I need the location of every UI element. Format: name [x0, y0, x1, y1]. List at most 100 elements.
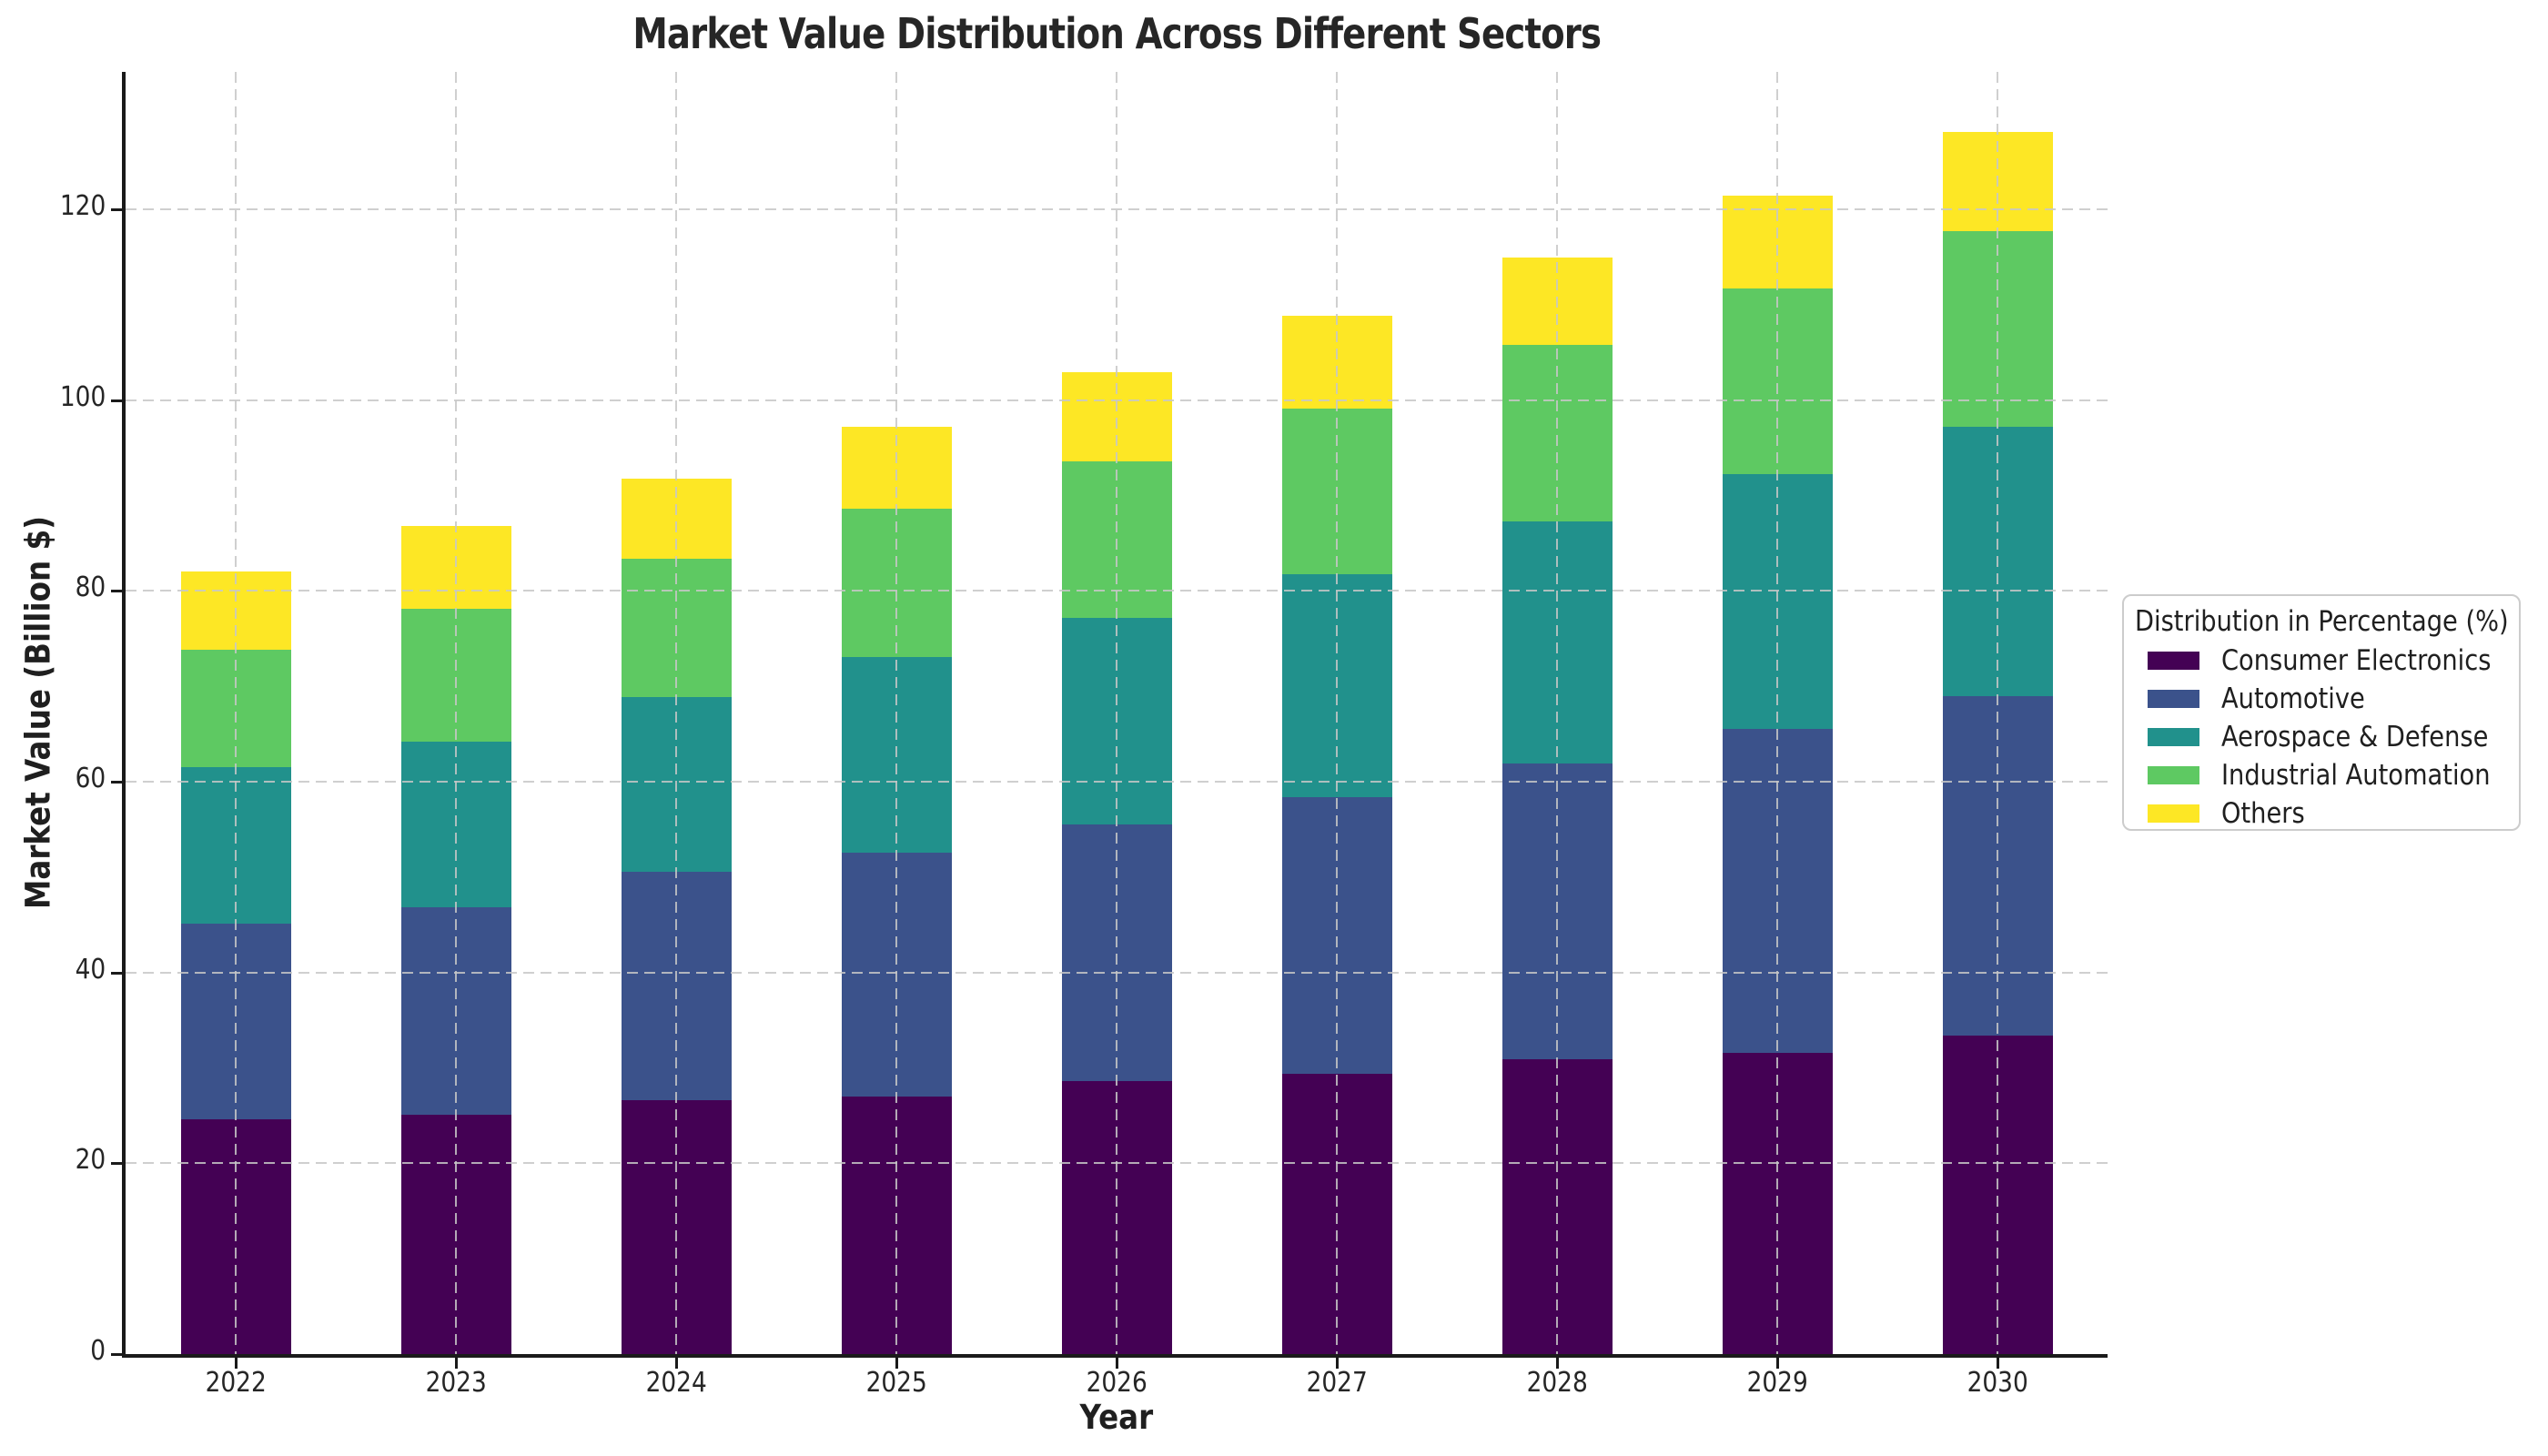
y-tick-text: 0 [90, 1335, 106, 1367]
y-tick-label-0: 0 [0, 1335, 106, 1367]
x-tick-2029 [1776, 1358, 1779, 1369]
x-tick-2027 [1336, 1358, 1339, 1369]
y-tick-60 [111, 780, 122, 784]
x-tick-text: 2029 [1746, 1367, 1808, 1399]
legend-items: Consumer Electronics Automotive Aerospace … [2135, 642, 2510, 833]
legend-item-consumer-electronics: Consumer Electronics [2135, 642, 2510, 680]
y-tick-text: 20 [75, 1144, 106, 1177]
x-tick-2022 [235, 1358, 238, 1369]
x-tick-2024 [675, 1358, 678, 1369]
legend-label-text: Others [2221, 797, 2305, 830]
y-tick-text: 60 [75, 762, 106, 794]
legend-swatch [2148, 728, 2199, 746]
y-tick-20 [111, 1162, 122, 1166]
y-tick-label-80: 80 [0, 571, 106, 603]
bar-segment-2023-aerospace-defense [400, 741, 511, 908]
bar-segment-2026-consumer-electronics [1061, 1081, 1172, 1354]
bar-segment-2027-aerospace-defense [1281, 574, 1392, 797]
legend-label-text: Automotive [2221, 682, 2365, 715]
x-tick-text: 2027 [1306, 1367, 1368, 1399]
bar-segment-2024-others [621, 478, 732, 559]
x-tick-2028 [1556, 1358, 1559, 1369]
y-tick-text: 100 [59, 380, 106, 413]
bar-segment-2028-industrial-automation [1502, 344, 1613, 521]
x-tick-label-2023: 2023 [346, 1367, 566, 1399]
x-tick-label-2025: 2025 [786, 1367, 1006, 1399]
x-tick-label-2022: 2022 [126, 1367, 346, 1399]
bar-segment-2029-industrial-automation [1722, 288, 1833, 475]
legend-label-text: Industrial Automation [2221, 759, 2491, 792]
x-tick-text: 2025 [865, 1367, 927, 1399]
bar-segment-2026-aerospace-defense [1061, 617, 1172, 825]
bar-segment-2029-others [1722, 196, 1833, 288]
bar-segment-2025-others [841, 426, 952, 510]
bar-segment-2029-automotive [1722, 729, 1833, 1053]
bar-segment-2027-consumer-electronics [1281, 1073, 1392, 1354]
bar-segment-2022-others [180, 571, 291, 651]
bar-segment-2025-industrial-automation [841, 509, 952, 657]
x-tick-label-2024: 2024 [566, 1367, 786, 1399]
legend-item-automotive: Automotive [2135, 680, 2510, 718]
bar-segment-2026-others [1061, 372, 1172, 461]
bar-segment-2024-consumer-electronics [621, 1100, 732, 1354]
bar-segment-2030-aerospace-defense [1942, 426, 2053, 696]
bar-segment-2024-automotive [621, 871, 732, 1101]
x-tick-text: 2030 [1967, 1367, 2028, 1399]
bar-segment-2025-consumer-electronics [841, 1096, 952, 1354]
legend-swatch [2148, 652, 2199, 670]
bar-segment-2022-aerospace-defense [180, 767, 291, 925]
bar-segment-2025-aerospace-defense [841, 656, 952, 853]
legend: Distribution in Percentage (%) Consumer … [2122, 594, 2521, 831]
legend-label-text: Consumer Electronics [2221, 644, 2492, 677]
bar-segment-2028-aerospace-defense [1502, 521, 1613, 764]
y-tick-label-120: 120 [0, 190, 106, 222]
legend-swatch [2148, 804, 2199, 823]
y-tick-40 [111, 971, 122, 975]
chart-title: Market Value Distribution Across Differe… [632, 9, 1602, 58]
bar-segment-2022-automotive [180, 924, 291, 1120]
x-tick-text: 2028 [1526, 1367, 1588, 1399]
bar-segment-2022-industrial-automation [180, 650, 291, 768]
x-tick-2025 [895, 1358, 898, 1369]
bar-segment-2027-industrial-automation [1281, 409, 1392, 575]
bar-segment-2028-automotive [1502, 763, 1613, 1060]
y-tick-80 [111, 590, 122, 593]
bar-segment-2026-automotive [1061, 824, 1172, 1082]
bar-segment-2028-consumer-electronics [1502, 1059, 1613, 1354]
bar-segment-2023-consumer-electronics [400, 1114, 511, 1354]
y-tick-text: 40 [75, 953, 106, 986]
x-tick-label-2030: 2030 [1887, 1367, 2108, 1399]
x-tick-text: 2026 [1086, 1367, 1148, 1399]
y-tick-text: 120 [59, 189, 106, 222]
legend-swatch [2148, 690, 2199, 708]
bar-segment-2029-aerospace-defense [1722, 474, 1833, 730]
bar-segment-2024-industrial-automation [621, 558, 732, 697]
legend-label: Aerospace & Defense [2221, 721, 2524, 753]
bar-segment-2024-aerospace-defense [621, 696, 732, 872]
bar-segment-2026-industrial-automation [1061, 460, 1172, 618]
legend-swatch [2148, 766, 2199, 784]
bar-segment-2030-consumer-electronics [1942, 1035, 2053, 1354]
y-tick-100 [111, 399, 122, 402]
bar-segment-2030-others [1942, 132, 2053, 232]
x-tick-2023 [455, 1358, 458, 1369]
bar-segment-2022-consumer-electronics [180, 1119, 291, 1354]
x-tick-label-2027: 2027 [1227, 1367, 1447, 1399]
x-tick-label-2026: 2026 [1006, 1367, 1227, 1399]
legend-label: Others [2221, 797, 2316, 830]
legend-label: Automotive [2221, 682, 2384, 715]
legend-item-aerospace-defense: Aerospace & Defense [2135, 718, 2510, 756]
bar-segment-2025-automotive [841, 852, 952, 1097]
y-tick-label-40: 40 [0, 954, 106, 986]
y-tick-text: 80 [75, 571, 106, 604]
y-tick-label-100: 100 [0, 381, 106, 413]
bottom-spine [122, 1354, 2108, 1358]
bar-segment-2030-industrial-automation [1942, 231, 2053, 427]
bar-segment-2023-others [400, 526, 511, 610]
bar-segment-2030-automotive [1942, 695, 2053, 1036]
y-tick-label-60: 60 [0, 763, 106, 794]
bar-segment-2027-automotive [1281, 796, 1392, 1074]
x-axis-label: Year [1079, 1398, 1154, 1437]
legend-label: Industrial Automation [2221, 759, 2527, 792]
